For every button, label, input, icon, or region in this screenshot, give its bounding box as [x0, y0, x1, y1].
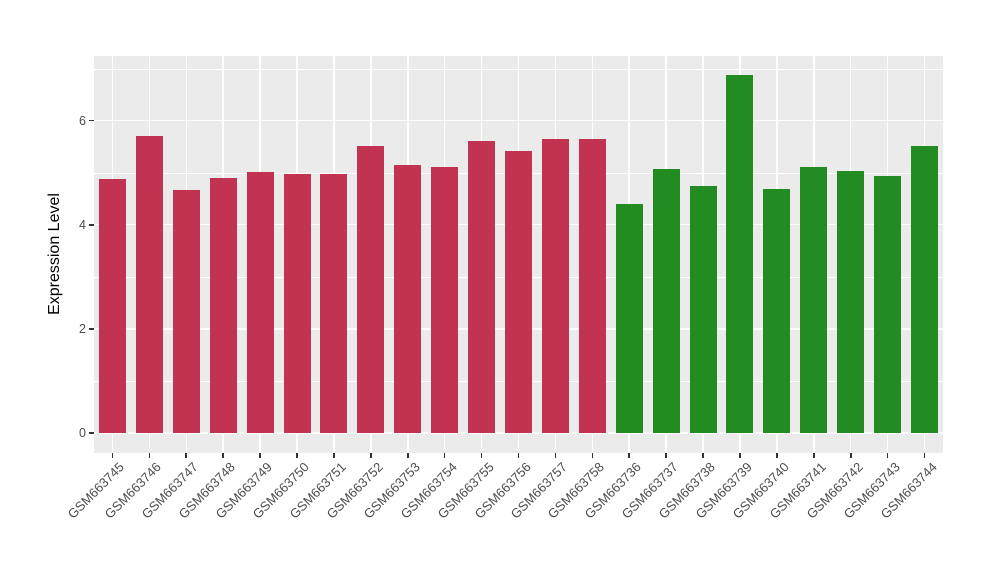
y-tick-mark-2 — [89, 328, 94, 330]
bar-GSM663747 — [172, 189, 200, 433]
x-tick-mark-GSM663757 — [554, 453, 557, 458]
bar-GSM663736 — [615, 203, 643, 433]
x-tick-mark-GSM663749 — [259, 453, 261, 458]
y-tick-label-4: 4 — [79, 217, 86, 232]
bar-GSM663752 — [357, 145, 385, 433]
x-tick-mark-GSM663748 — [222, 453, 224, 458]
bar-GSM663754 — [431, 167, 459, 433]
x-tick-mark-GSM663745 — [111, 453, 114, 458]
x-tick-mark-GSM663753 — [406, 453, 409, 458]
plot-panel — [94, 56, 943, 453]
y-tick-label-6: 6 — [79, 113, 86, 128]
bar-GSM663744 — [911, 145, 939, 433]
y-axis-title: Expression Level — [46, 193, 63, 315]
bar-GSM663743 — [874, 175, 902, 433]
x-tick-mark-GSM663756 — [517, 453, 520, 458]
bar-GSM663750 — [283, 174, 311, 433]
x-tick-mark-GSM663740 — [776, 453, 778, 458]
bar-GSM663738 — [689, 185, 717, 433]
bar-GSM663745 — [98, 178, 126, 433]
y-tick-mark-4 — [89, 223, 94, 226]
bar-GSM663748 — [209, 177, 237, 433]
x-tick-mark-GSM663750 — [296, 453, 298, 458]
bar-GSM663755 — [468, 141, 496, 433]
y-tick-label-0: 0 — [79, 426, 86, 440]
x-tick-mark-GSM663736 — [628, 453, 631, 458]
bar-GSM663753 — [394, 165, 422, 433]
x-tick-mark-GSM663752 — [370, 453, 372, 458]
x-tick-mark-GSM663743 — [886, 453, 889, 458]
x-tick-mark-GSM663739 — [739, 453, 741, 458]
y-tick-mark-0 — [89, 432, 94, 434]
bar-GSM663739 — [726, 75, 754, 433]
x-tick-mark-GSM663746 — [148, 453, 151, 458]
x-tick-mark-GSM663738 — [702, 453, 704, 458]
bar-GSM663737 — [652, 168, 680, 433]
bar-GSM663758 — [578, 138, 606, 433]
x-tick-mark-GSM663741 — [813, 453, 815, 458]
bar-GSM663749 — [246, 172, 274, 433]
x-tick-mark-GSM663737 — [665, 453, 667, 458]
x-tick-mark-GSM663758 — [591, 453, 594, 458]
y-tick-mark-6 — [89, 119, 94, 122]
y-tick-label-2: 2 — [79, 321, 86, 336]
bar-GSM663742 — [837, 171, 865, 433]
bar-GSM663757 — [541, 138, 569, 433]
x-tick-mark-GSM663751 — [333, 453, 335, 458]
bar-GSM663746 — [135, 136, 163, 433]
bar-GSM663741 — [800, 167, 828, 433]
x-tick-mark-GSM663742 — [849, 453, 852, 458]
x-tick-mark-GSM663754 — [443, 453, 446, 458]
bar-GSM663756 — [505, 150, 532, 433]
x-tick-mark-GSM663747 — [185, 453, 188, 458]
bar-GSM663751 — [320, 173, 348, 433]
x-tick-mark-GSM663744 — [923, 453, 926, 458]
bar-GSM663740 — [763, 189, 791, 433]
x-tick-mark-GSM663755 — [480, 453, 483, 458]
